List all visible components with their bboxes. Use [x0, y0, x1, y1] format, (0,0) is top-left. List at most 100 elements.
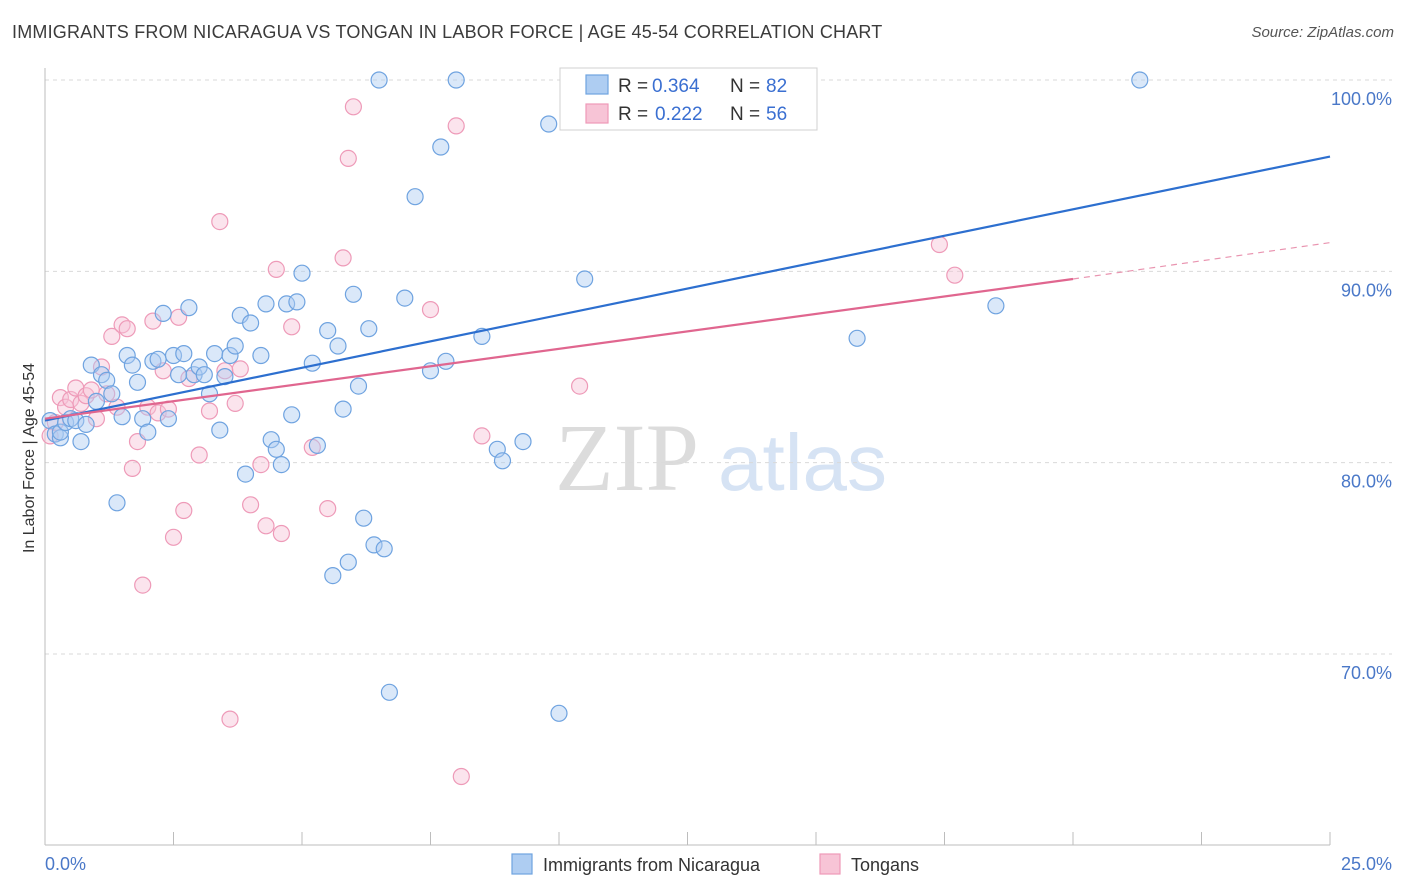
- x-ticks: [44, 832, 1331, 845]
- data-point: [370, 71, 388, 89]
- data-point: [540, 115, 558, 133]
- data-point: [473, 427, 491, 445]
- legend-n-label-blue: N =: [730, 76, 760, 97]
- data-point: [278, 295, 296, 313]
- data-point: [103, 385, 121, 403]
- data-point: [113, 408, 131, 426]
- data-point: [344, 285, 362, 303]
- data-point: [288, 293, 306, 311]
- data-point: [149, 404, 167, 422]
- legend-r-value-pink: 0.222: [655, 104, 703, 125]
- data-point: [365, 536, 383, 554]
- data-point: [252, 456, 270, 474]
- data-point: [946, 266, 964, 284]
- data-point: [242, 314, 260, 332]
- legend-n-value-blue: 82: [766, 76, 787, 97]
- data-point: [87, 392, 106, 410]
- data-point: [421, 301, 440, 319]
- data-point: [170, 366, 188, 384]
- data-point: [329, 337, 347, 355]
- data-point: [452, 767, 470, 786]
- data-point: [334, 249, 352, 267]
- data-point: [396, 289, 414, 307]
- data-point: [303, 354, 321, 372]
- data-point: [123, 356, 141, 374]
- data-point: [175, 345, 193, 363]
- bottom-legend-swatch-pink: [819, 853, 841, 875]
- data-point: [118, 346, 136, 365]
- bottom-legend-label-tongans: Tongans: [851, 855, 919, 875]
- trend-line-tongans-extension: [1072, 242, 1331, 280]
- data-point: [319, 322, 337, 340]
- data-point: [550, 704, 568, 722]
- legend-swatch-blue: [585, 74, 609, 95]
- source-label: Source: ZipAtlas.com: [1251, 24, 1394, 41]
- y-tick-label: 100.0%: [1331, 89, 1392, 109]
- data-point: [154, 304, 172, 322]
- x-tick-label-min: 0.0%: [45, 854, 86, 874]
- data-point: [103, 327, 121, 345]
- legend-n-value-pink: 56: [766, 104, 787, 125]
- data-point: [272, 524, 290, 543]
- legend-swatch-pink: [585, 103, 609, 124]
- data-point: [242, 496, 260, 514]
- data-point: [77, 415, 95, 433]
- bottom-legend: Immigrants from Nicaragua Tongans: [511, 853, 919, 875]
- data-point: [576, 270, 594, 288]
- data-point: [128, 373, 147, 391]
- data-point: [493, 452, 512, 470]
- data-point: [319, 500, 337, 518]
- data-point: [447, 117, 465, 135]
- data-point: [432, 138, 450, 156]
- data-point: [206, 345, 224, 363]
- series-tongans: [41, 98, 964, 786]
- data-point: [51, 389, 70, 407]
- data-point: [108, 494, 126, 512]
- data-point: [226, 394, 244, 412]
- data-point: [236, 465, 255, 483]
- data-point: [226, 337, 244, 355]
- bottom-legend-swatch-blue: [511, 853, 533, 875]
- data-point: [175, 501, 193, 520]
- data-point: [293, 264, 311, 282]
- data-point: [139, 423, 157, 441]
- data-point: [355, 509, 373, 527]
- data-point: [257, 295, 275, 313]
- y-axis-label: In Labor Force | Age 45-54: [21, 363, 38, 553]
- y-tick-label: 80.0%: [1341, 472, 1392, 492]
- trend-line-tongans: [44, 277, 1074, 420]
- y-tick-label: 90.0%: [1341, 280, 1392, 300]
- data-point: [195, 366, 213, 384]
- x-tick-label-max: 25.0%: [1341, 854, 1392, 874]
- trend-lines: [44, 155, 1331, 422]
- data-point: [375, 540, 393, 558]
- trend-line-nicaragua: [44, 155, 1331, 422]
- data-point: [180, 299, 198, 317]
- data-point: [267, 440, 285, 458]
- data-point: [406, 188, 424, 206]
- data-point: [262, 431, 280, 449]
- data-point: [349, 377, 368, 395]
- data-point: [334, 400, 352, 418]
- y-tick-labels: 70.0% 80.0% 90.0% 100.0%: [1331, 89, 1392, 683]
- data-point: [72, 433, 90, 451]
- data-point: [848, 329, 866, 347]
- data-point: [283, 318, 301, 336]
- data-point: [257, 517, 275, 535]
- data-point: [164, 528, 183, 546]
- top-legend: R = 0.364 N = 82 R = 0.222 N = 56: [559, 67, 818, 131]
- data-point: [987, 297, 1005, 315]
- data-point: [134, 576, 152, 594]
- data-point: [344, 98, 362, 116]
- data-point: [159, 410, 177, 428]
- data-point: [190, 446, 208, 464]
- chart-title: IMMIGRANTS FROM NICARAGUA VS TONGAN IN L…: [12, 22, 883, 42]
- data-point: [272, 456, 290, 474]
- data-point: [211, 421, 229, 439]
- data-point: [339, 553, 357, 571]
- data-point: [231, 360, 249, 378]
- bottom-legend-label-nicaragua: Immigrants from Nicaragua: [543, 855, 761, 875]
- data-point: [1131, 71, 1149, 89]
- data-point: [324, 566, 342, 585]
